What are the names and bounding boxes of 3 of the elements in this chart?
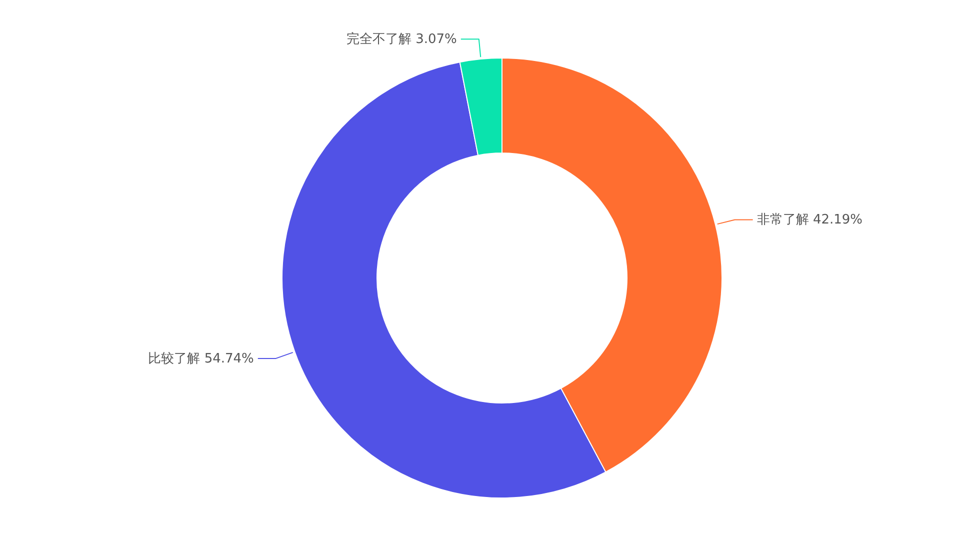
slice-label: 比较了解 54.74% <box>148 351 254 366</box>
slice-label: 完全不了解 3.07% <box>346 31 457 48</box>
slice-label: 非常了解 42.19% <box>756 212 863 228</box>
